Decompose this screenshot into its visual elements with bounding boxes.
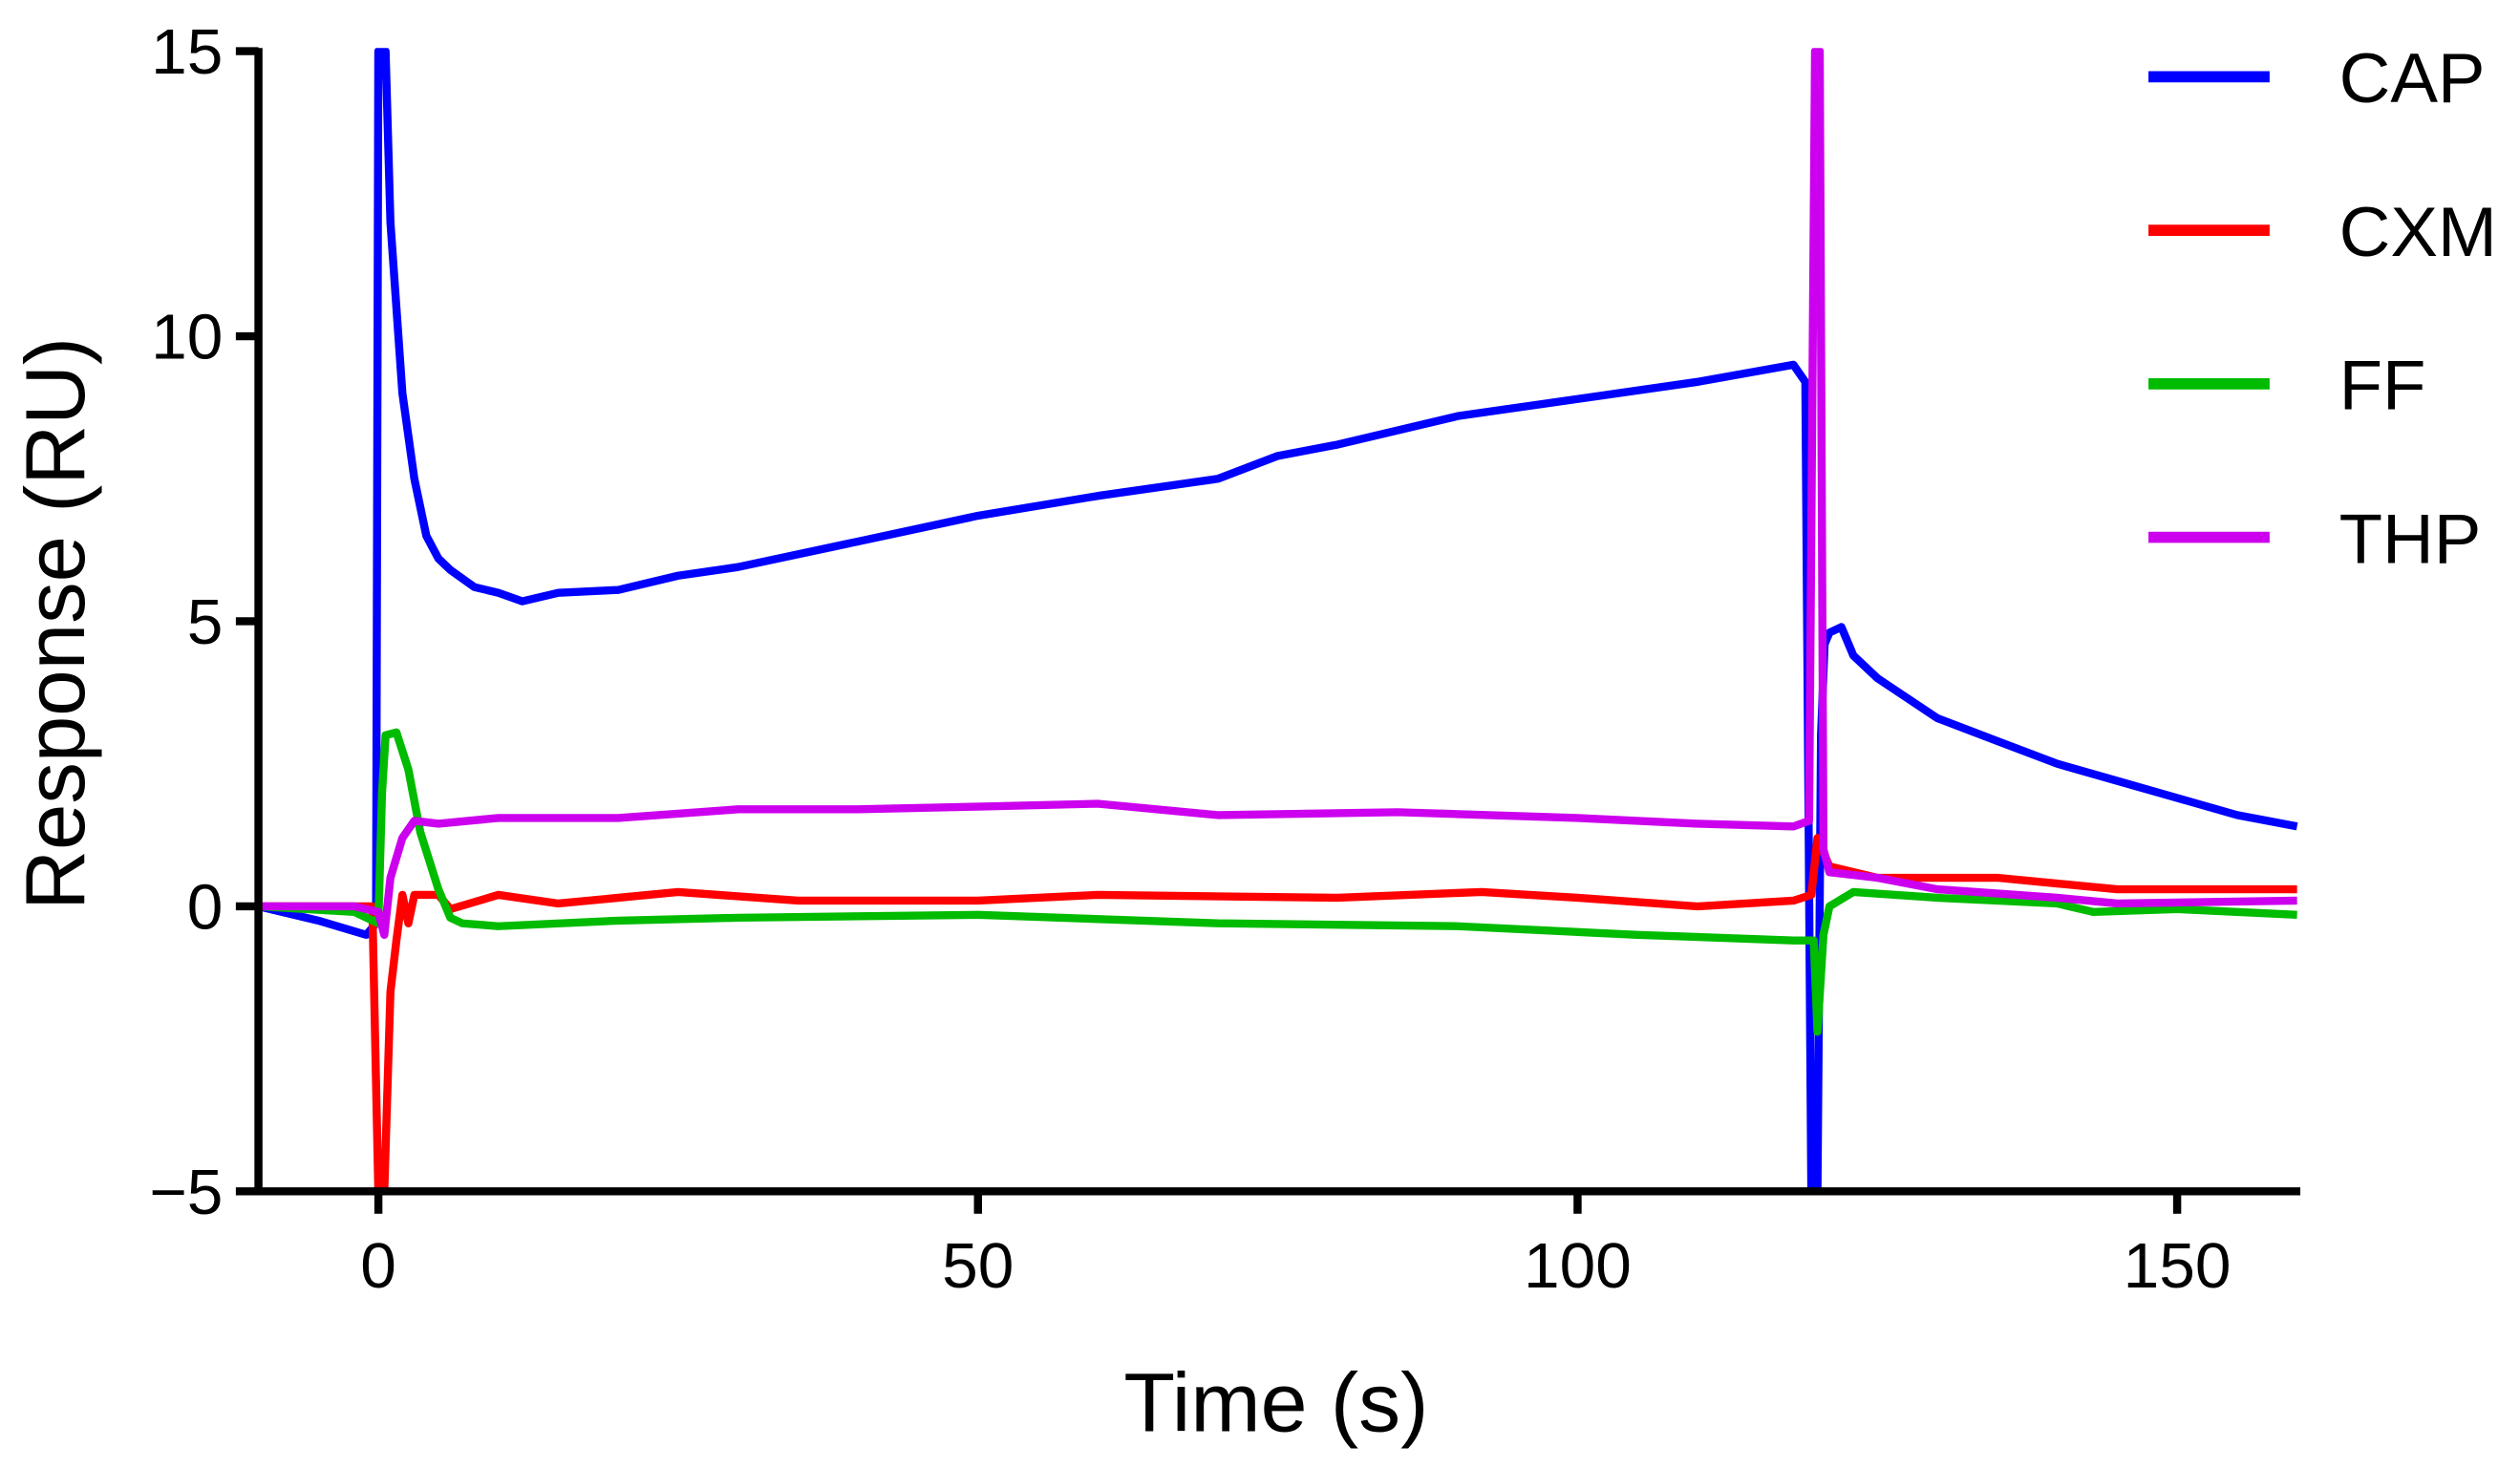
- series-line-thp: [258, 48, 2297, 939]
- y-tick-label: 10: [151, 302, 223, 373]
- x-tick-label: 150: [2124, 1230, 2232, 1302]
- series-line-ff: [258, 728, 2297, 1036]
- series-layer: [258, 48, 2298, 1195]
- y-tick-label: 5: [187, 586, 224, 658]
- series-line-cap: [258, 48, 2298, 1195]
- legend-label-ff: FF: [2339, 346, 2426, 425]
- x-tick-label: 100: [1524, 1230, 1632, 1302]
- x-tick-label: 50: [942, 1230, 1014, 1302]
- legend-label-thp: THP: [2339, 500, 2482, 579]
- x-tick-label: 0: [360, 1230, 396, 1302]
- x-axis-label: Time (s): [1123, 1356, 1428, 1450]
- legend: CAP CXM FF THP: [2148, 38, 2497, 578]
- y-tick-label: −5: [149, 1157, 223, 1228]
- legend-label-cxm: CXM: [2339, 192, 2497, 271]
- y-tick-label: 0: [187, 872, 224, 944]
- y-axis-label: Response (RU): [9, 337, 102, 910]
- legend-label-cap: CAP: [2339, 38, 2486, 117]
- y-tick-label: 15: [151, 16, 223, 88]
